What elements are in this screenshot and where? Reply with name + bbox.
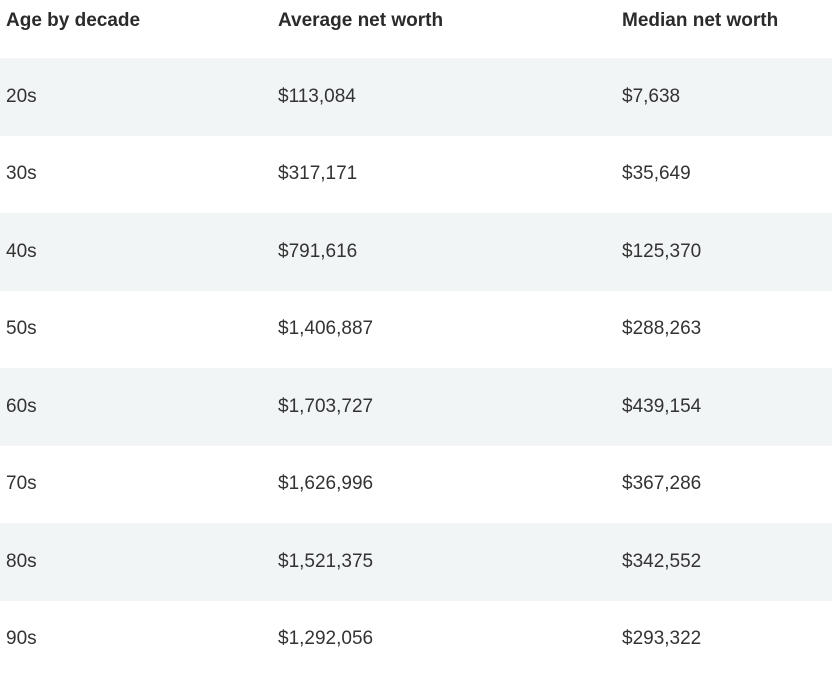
median-net-worth-cell: $293,322 — [616, 601, 832, 678]
average-net-worth-cell: $113,084 — [272, 58, 616, 136]
age-cell: 20s — [0, 58, 272, 136]
average-net-worth-cell: $1,703,727 — [272, 368, 616, 446]
average-net-worth-cell: $1,626,996 — [272, 446, 616, 524]
age-cell: 80s — [0, 523, 272, 601]
median-net-worth-cell: $342,552 — [616, 523, 832, 601]
table-row: 70s $1,626,996 $367,286 — [0, 446, 832, 524]
table-row: 20s $113,084 $7,638 — [0, 58, 832, 136]
average-net-worth-cell: $1,521,375 — [272, 523, 616, 601]
median-net-worth-cell: $7,638 — [616, 58, 832, 136]
median-net-worth-cell: $439,154 — [616, 368, 832, 446]
median-net-worth-cell: $125,370 — [616, 213, 832, 291]
header-median-net-worth: Median net worth — [616, 0, 832, 58]
table-row: 80s $1,521,375 $342,552 — [0, 523, 832, 601]
age-cell: 30s — [0, 136, 272, 214]
average-net-worth-cell: $1,406,887 — [272, 291, 616, 369]
age-cell: 90s — [0, 601, 272, 678]
table-header-row: Age by decade Average net worth Median n… — [0, 0, 832, 58]
age-cell: 60s — [0, 368, 272, 446]
table-row: 30s $317,171 $35,649 — [0, 136, 832, 214]
table-row: 40s $791,616 $125,370 — [0, 213, 832, 291]
table-row: 60s $1,703,727 $439,154 — [0, 368, 832, 446]
median-net-worth-cell: $367,286 — [616, 446, 832, 524]
table-row: 90s $1,292,056 $293,322 — [0, 601, 832, 678]
header-average-net-worth: Average net worth — [272, 0, 616, 58]
average-net-worth-cell: $791,616 — [272, 213, 616, 291]
table-row: 50s $1,406,887 $288,263 — [0, 291, 832, 369]
median-net-worth-cell: $35,649 — [616, 136, 832, 214]
header-age-by-decade: Age by decade — [0, 0, 272, 58]
average-net-worth-cell: $317,171 — [272, 136, 616, 214]
age-cell: 50s — [0, 291, 272, 369]
average-net-worth-cell: $1,292,056 — [272, 601, 616, 678]
age-cell: 40s — [0, 213, 272, 291]
age-cell: 70s — [0, 446, 272, 524]
median-net-worth-cell: $288,263 — [616, 291, 832, 369]
